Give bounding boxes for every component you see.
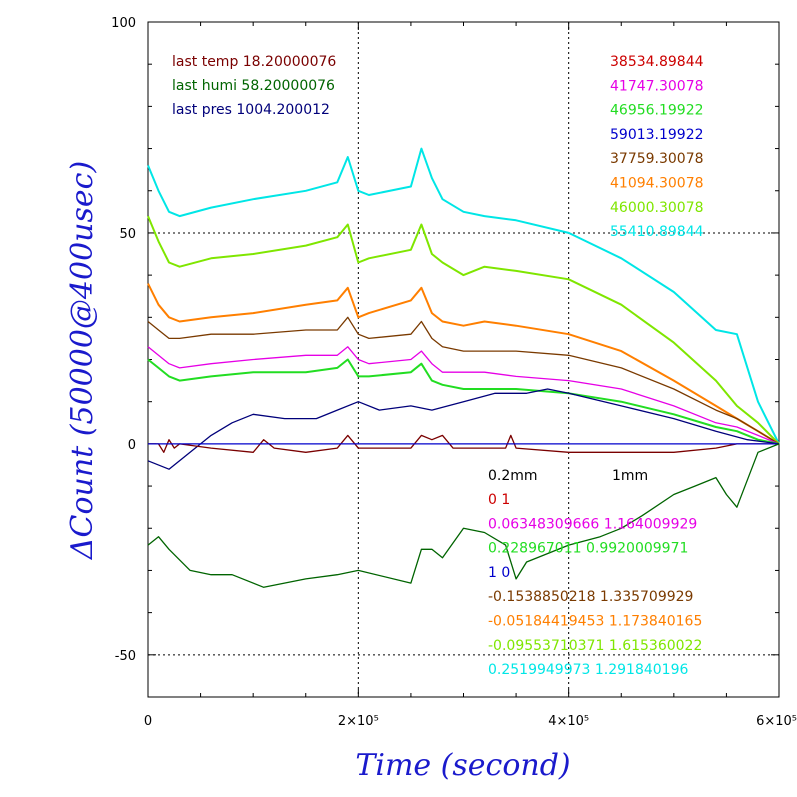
x-tick-label-3: 6×10⁵ (756, 714, 797, 729)
coef-header-right: 1mm (612, 468, 648, 484)
y-tick-labels: -50 0 50 100 (111, 16, 136, 664)
grid (148, 22, 779, 697)
annotation-right-3: 59013.19922 (610, 127, 704, 143)
annotation-right-1: 41747.30078 (610, 78, 704, 94)
annotation-right-4: 37759.30078 (610, 151, 704, 167)
coef-line-1: 0.06348309666 1.164009929 (488, 516, 697, 532)
y-axis-title: ΔCount (50000@400usec) (65, 161, 100, 560)
annotation-right-7: 55410.89844 (610, 224, 704, 240)
series-line-2 (147, 283, 780, 445)
series-group (147, 147, 780, 588)
series-line-5 (147, 358, 780, 445)
y-tick-label-1: 0 (128, 438, 136, 453)
x-tick-label-1: 2×10⁵ (338, 714, 379, 729)
annotation-right-6: 46000.30078 (610, 200, 704, 216)
x-axis-title: Time (second) (355, 748, 570, 783)
x-tick-label-0: 0 (144, 714, 152, 729)
annotation-left-1: last humi 58.20000076 (172, 78, 335, 94)
y-tick-label-0: -50 (115, 649, 136, 664)
minor-ticks (147, 21, 780, 698)
coef-line-2: 0.228967011 0.9920009971 (488, 541, 688, 557)
annotations: last temp 18.20000076 last humi 58.200000… (172, 54, 704, 678)
coef-line-5: -0.05184419453 1.173840165 (488, 614, 702, 630)
series-line-9 (147, 443, 780, 588)
y-tick-label-3: 100 (111, 16, 136, 31)
y-tick-label-2: 50 (119, 227, 136, 242)
annotation-right-5: 41094.30078 (610, 176, 704, 192)
coef-line-4: -0.1538850218 1.335709929 (488, 589, 693, 605)
annotation-left-0: last temp 18.20000076 (172, 54, 336, 70)
series-line-0 (147, 147, 780, 445)
series-line-3 (147, 316, 780, 445)
coef-line-3: 1 0 (488, 565, 510, 581)
x-tick-label-2: 4×10⁵ (548, 714, 589, 729)
annotation-right-0: 38534.89844 (610, 54, 704, 70)
annotation-right-2: 46956.19922 (610, 103, 704, 119)
x-tick-labels: 0 2×10⁵ 4×10⁵ 6×10⁵ (144, 714, 797, 729)
coef-line-6: -0.09553710371 1.615360022 (488, 638, 702, 654)
coef-line-7: 0.2519949973 1.291840196 (488, 662, 688, 678)
series-line-7 (148, 434, 779, 453)
series-line-6 (147, 388, 780, 470)
series-line-4 (147, 346, 780, 445)
series-line-1 (147, 215, 780, 445)
annotation-left-2: last pres 1004.200012 (172, 102, 330, 118)
coef-line-0: 0 1 (488, 492, 510, 508)
coef-header-left: 0.2mm (488, 468, 538, 484)
